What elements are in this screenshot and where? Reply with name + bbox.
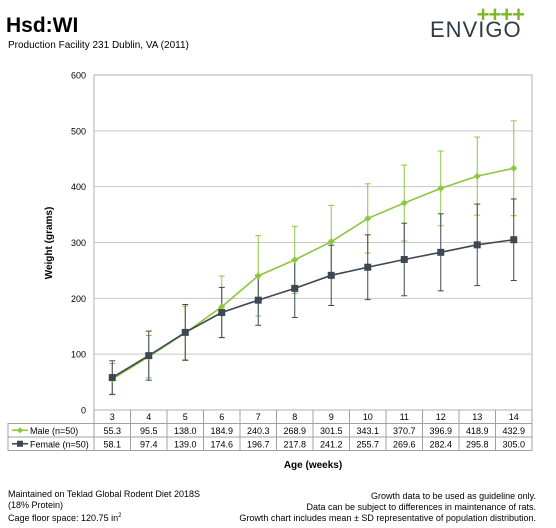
data-label: 268.9	[283, 426, 306, 436]
growth-chart: 0 100 200 300 400 500 600 Weight (grams) 3 4 5 6 7…	[7, 71, 533, 471]
data-label: 174.6	[210, 439, 233, 449]
male-data-point	[364, 214, 372, 222]
data-label: 295.8	[466, 439, 489, 449]
footer-disclaimer: Growth data to be used as guideline only…	[239, 491, 536, 524]
male-data-point	[510, 164, 518, 172]
male-data-point	[291, 256, 299, 264]
data-label: 269.6	[393, 439, 416, 449]
footer-diet-info: Maintained on Teklad Global Rodent Diet …	[8, 489, 200, 524]
legend-marker-male	[17, 427, 23, 434]
x-tick-label: 11	[400, 412, 409, 422]
male-data-point	[218, 303, 226, 311]
data-label: 196.7	[247, 439, 270, 449]
data-label: 58.1	[103, 439, 121, 449]
male-data-point	[327, 238, 335, 246]
data-label: 396.9	[429, 426, 452, 436]
y-tick-label: 300	[71, 238, 86, 248]
data-table: 3 4 5 6 7 8 9 10 11 12 13 14 Male (n=50) 55.3 95.5 138.…	[7, 410, 533, 451]
female-data-point	[291, 284, 299, 292]
data-label: 138.0	[174, 426, 197, 436]
page-title: Hsd:WI	[6, 14, 79, 37]
data-label: 305.0	[502, 439, 525, 449]
data-label: 97.4	[140, 439, 158, 449]
male-data-point	[400, 199, 408, 207]
female-series-line	[111, 238, 514, 379]
data-label: 217.8	[283, 439, 306, 449]
x-tick-label: 10	[363, 412, 373, 422]
series-lines	[108, 164, 518, 383]
female-data-point	[327, 271, 335, 279]
x-tick-label: 9	[329, 412, 334, 422]
x-tick-label: 4	[146, 412, 151, 422]
y-tick-label: 600	[71, 71, 86, 81]
footer-protein-line: (18% Protein)	[8, 500, 64, 510]
data-label: 55.3	[103, 426, 121, 436]
data-label: 432.9	[502, 426, 525, 436]
grid-lines	[94, 130, 532, 355]
y-tick-label: 500	[71, 126, 86, 136]
footer-disclaimer-line-2: Data can be subject to differences in ma…	[306, 502, 536, 512]
legend-label: Female (n=50)	[30, 439, 89, 449]
data-label: 139.0	[174, 439, 197, 449]
legend-marker-female	[17, 440, 23, 447]
female-data-point	[400, 255, 408, 263]
x-axis-label: Age (weeks)	[284, 460, 342, 471]
facility-subtitle: Production Facility 231 Dublin, VA (2011…	[8, 40, 189, 51]
footer-cage-line: Cage floor space: 120.75 in2	[8, 511, 200, 524]
y-axis-ticks: 0 100 200 300 400 500 600	[71, 71, 86, 416]
x-tick-label: 3	[110, 412, 115, 422]
footer-diet-line: Maintained on Teklad Global Rodent Diet …	[8, 489, 200, 499]
female-data-point	[254, 296, 262, 304]
data-label: 241.2	[320, 439, 343, 449]
x-tick-label: 13	[472, 412, 482, 422]
footer-disclaimer-line-1: Growth data to be used as guideline only…	[371, 491, 536, 501]
x-tick-label: 14	[509, 412, 519, 422]
female-data-point	[108, 374, 116, 382]
female-data-point	[145, 352, 153, 360]
female-data-point	[181, 328, 189, 336]
y-tick-label: 100	[71, 350, 86, 360]
female-data-point	[218, 309, 226, 317]
brand-name: ENVIGO	[430, 17, 522, 42]
data-label: 370.7	[393, 426, 416, 436]
male-data-point	[473, 172, 481, 180]
data-label: 184.9	[210, 426, 233, 436]
y-tick-label: 400	[71, 182, 86, 192]
female-data-point	[510, 236, 518, 244]
footer-cage-sup: 2	[118, 513, 122, 519]
x-tick-label: 5	[183, 412, 188, 422]
male-data-point	[254, 272, 262, 280]
x-tick-label: 12	[436, 412, 446, 422]
data-label: 418.9	[466, 426, 489, 436]
female-data-point	[364, 263, 372, 271]
y-axis-label: Weight (grams)	[44, 207, 55, 280]
female-data-point	[437, 248, 445, 256]
y-tick-label: 200	[71, 294, 86, 304]
x-tick-label: 7	[256, 412, 261, 422]
female-data-point	[473, 241, 481, 249]
footer-disclaimer-line-3: Growth chart includes mean ± SD represen…	[239, 513, 536, 523]
envigo-logo: ++++ ENVIGO	[430, 2, 526, 46]
data-label: 301.5	[320, 426, 343, 436]
data-label: 282.4	[429, 439, 452, 449]
x-tick-label: 6	[219, 412, 224, 422]
legend-label: Male (n=50)	[30, 426, 78, 436]
data-label: 343.1	[356, 426, 379, 436]
brand-plus-mark: ++++	[476, 2, 525, 27]
data-label: 95.5	[140, 426, 158, 436]
data-label: 240.3	[247, 426, 270, 436]
male-data-point	[437, 184, 445, 192]
footer-cage-text: Cage floor space: 120.75 in	[8, 513, 119, 523]
x-tick-label: 8	[292, 412, 297, 422]
data-label: 255.7	[356, 439, 379, 449]
y-tick-label: 0	[81, 406, 86, 416]
